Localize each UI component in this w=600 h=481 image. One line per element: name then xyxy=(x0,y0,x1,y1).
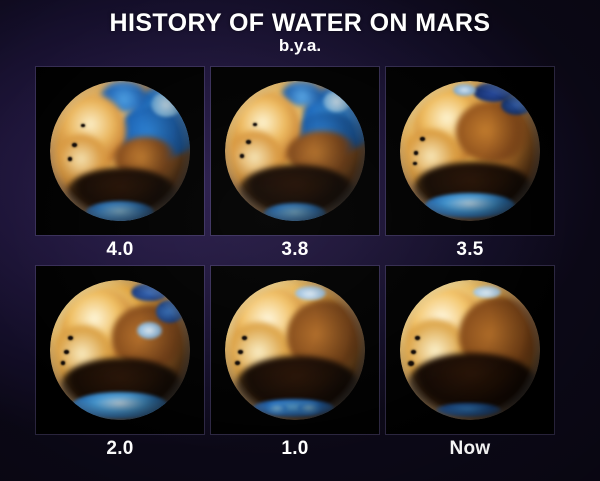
mars-globe-grid: 4.0 xyxy=(36,67,554,459)
mars-image-4 xyxy=(211,266,379,434)
mars-panel-label-0: 4.0 xyxy=(106,239,134,260)
mars-image-2 xyxy=(386,67,554,235)
mars-panel-label-4: 1.0 xyxy=(281,438,309,459)
mars-globe-2 xyxy=(400,81,540,221)
mars-globe-3 xyxy=(50,280,190,420)
mars-panel-0[interactable]: 4.0 xyxy=(36,67,204,260)
mars-globe-0 xyxy=(50,81,190,221)
mars-panel-4[interactable]: 1.0 xyxy=(211,266,379,459)
mars-image-1 xyxy=(211,67,379,235)
mars-globe-5 xyxy=(400,280,540,420)
mars-globe-4 xyxy=(225,280,365,420)
mars-panel-label-5: Now xyxy=(449,438,491,459)
mars-image-5 xyxy=(386,266,554,434)
mars-image-3 xyxy=(36,266,204,434)
mars-panel-2[interactable]: 3.5 xyxy=(386,67,554,260)
mars-globe-1 xyxy=(225,81,365,221)
page-subtitle: b.y.a. xyxy=(278,36,322,55)
page-title: HISTORY OF WATER ON MARS xyxy=(109,9,491,37)
mars-image-0 xyxy=(36,67,204,235)
mars-panel-1[interactable]: 3.8 xyxy=(211,67,379,260)
mars-panel-3[interactable]: 2.0 xyxy=(36,266,204,459)
mars-panel-label-3: 2.0 xyxy=(106,438,134,459)
mars-panel-5[interactable]: Now xyxy=(386,266,554,459)
mars-panel-label-2: 3.5 xyxy=(456,239,484,260)
mars-panel-label-1: 3.8 xyxy=(281,239,309,260)
